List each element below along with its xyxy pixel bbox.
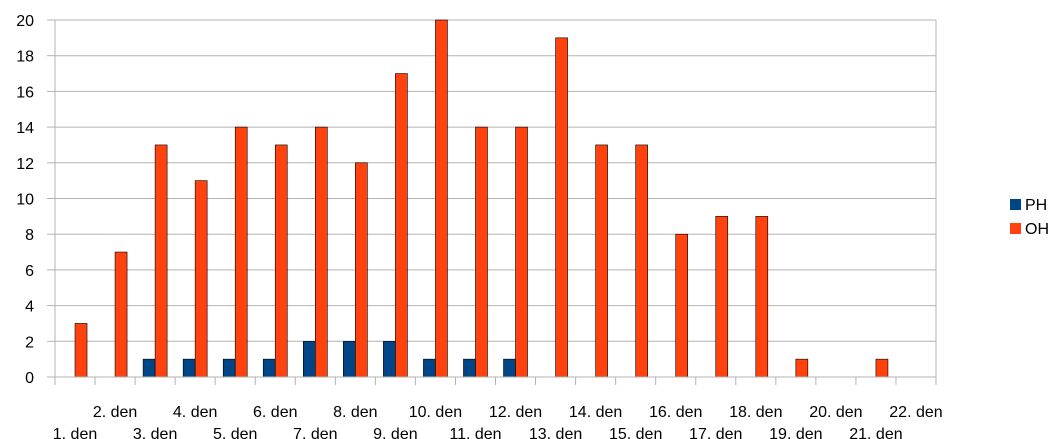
bar-oh	[154, 144, 168, 378]
x-tick-label: 11. den	[449, 426, 501, 439]
bar-ph	[262, 358, 276, 378]
y-tick-label: 12	[16, 156, 34, 173]
y-tick-label: 14	[16, 120, 34, 137]
y-tick-label: 2	[25, 334, 34, 351]
x-tick-label: 18. den	[729, 404, 782, 421]
bar-oh	[795, 358, 809, 378]
bar-ph	[222, 358, 236, 378]
x-tick-label: 6. den	[253, 404, 297, 421]
legend: PH OH	[1010, 197, 1049, 238]
x-tick-label: 8. den	[333, 404, 377, 421]
bar-ph	[383, 340, 396, 378]
y-tick-label: 20	[16, 13, 34, 30]
bar-oh	[274, 144, 288, 378]
x-tick-label: 5. den	[213, 426, 257, 439]
bar-oh	[875, 358, 889, 378]
x-tick-label: 4. den	[173, 404, 217, 421]
bar-oh	[595, 144, 608, 378]
bar-oh	[435, 19, 448, 378]
bar-oh	[475, 126, 488, 378]
y-tick-label: 10	[16, 192, 34, 209]
x-tick-label: 17. den	[689, 426, 742, 439]
bar-ph	[423, 358, 436, 378]
bar-ph	[503, 358, 516, 378]
y-tick-label: 4	[25, 299, 34, 316]
bar-oh	[355, 162, 368, 378]
bar-oh	[755, 216, 769, 378]
legend-swatch-ph	[1010, 199, 1021, 210]
x-tick-label: 2. den	[93, 404, 137, 421]
x-tick-label: 15. den	[609, 426, 662, 439]
bar-oh	[555, 37, 568, 378]
legend-label-ph: PH	[1025, 197, 1047, 214]
x-tick-label: 7. den	[293, 426, 337, 439]
x-tick-label: 20. den	[809, 404, 862, 421]
bar-oh	[234, 126, 248, 378]
x-tick-label: 9. den	[373, 426, 417, 439]
bar-oh	[395, 73, 408, 378]
gridlines	[47, 19, 936, 378]
x-tick-label: 14. den	[569, 404, 622, 421]
x-tick-label: 1. den	[53, 426, 97, 439]
bar-oh	[194, 180, 208, 378]
bar-ph	[463, 358, 476, 378]
x-tick-label: 19. den	[769, 426, 822, 439]
x-tick-label: 13. den	[529, 426, 582, 439]
bar-ph	[142, 358, 156, 378]
bar-oh	[515, 126, 528, 378]
y-tick-label: 8	[25, 227, 34, 244]
y-tick-label: 6	[25, 263, 34, 280]
y-tick-label: 18	[16, 49, 34, 66]
bar-oh	[74, 323, 88, 378]
bar-oh	[114, 251, 128, 378]
bar-oh	[314, 126, 328, 378]
x-tick-labels: 1. den 2. den 3. den 4. den 5. den 6. den 7. d…	[53, 404, 943, 439]
bar-ph	[302, 340, 316, 378]
x-tick-label: 21. den	[849, 426, 902, 439]
y-tick-label: 16	[16, 84, 34, 101]
bar-oh	[715, 216, 729, 378]
bars	[74, 19, 889, 378]
axes	[54, 20, 937, 385]
legend-label-oh: OH	[1025, 221, 1049, 238]
y-tick-label: 0	[25, 370, 34, 387]
bar-ph	[343, 340, 356, 378]
x-tick-label: 22. den	[889, 404, 942, 421]
x-tick-label: 12. den	[489, 404, 542, 421]
x-tick-label: 10. den	[409, 404, 462, 421]
y-tick-labels: 0 2 4 6 8 10 12 14 16 18 20	[16, 13, 34, 387]
legend-swatch-oh	[1010, 223, 1021, 234]
bar-ph	[182, 358, 196, 378]
x-tick-label: 3. den	[133, 426, 177, 439]
bar-oh	[675, 233, 689, 378]
x-tick-label: 16. den	[649, 404, 702, 421]
bar-oh	[635, 144, 648, 378]
